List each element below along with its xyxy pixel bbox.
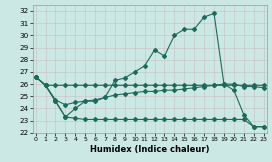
X-axis label: Humidex (Indice chaleur): Humidex (Indice chaleur) [90,145,209,154]
